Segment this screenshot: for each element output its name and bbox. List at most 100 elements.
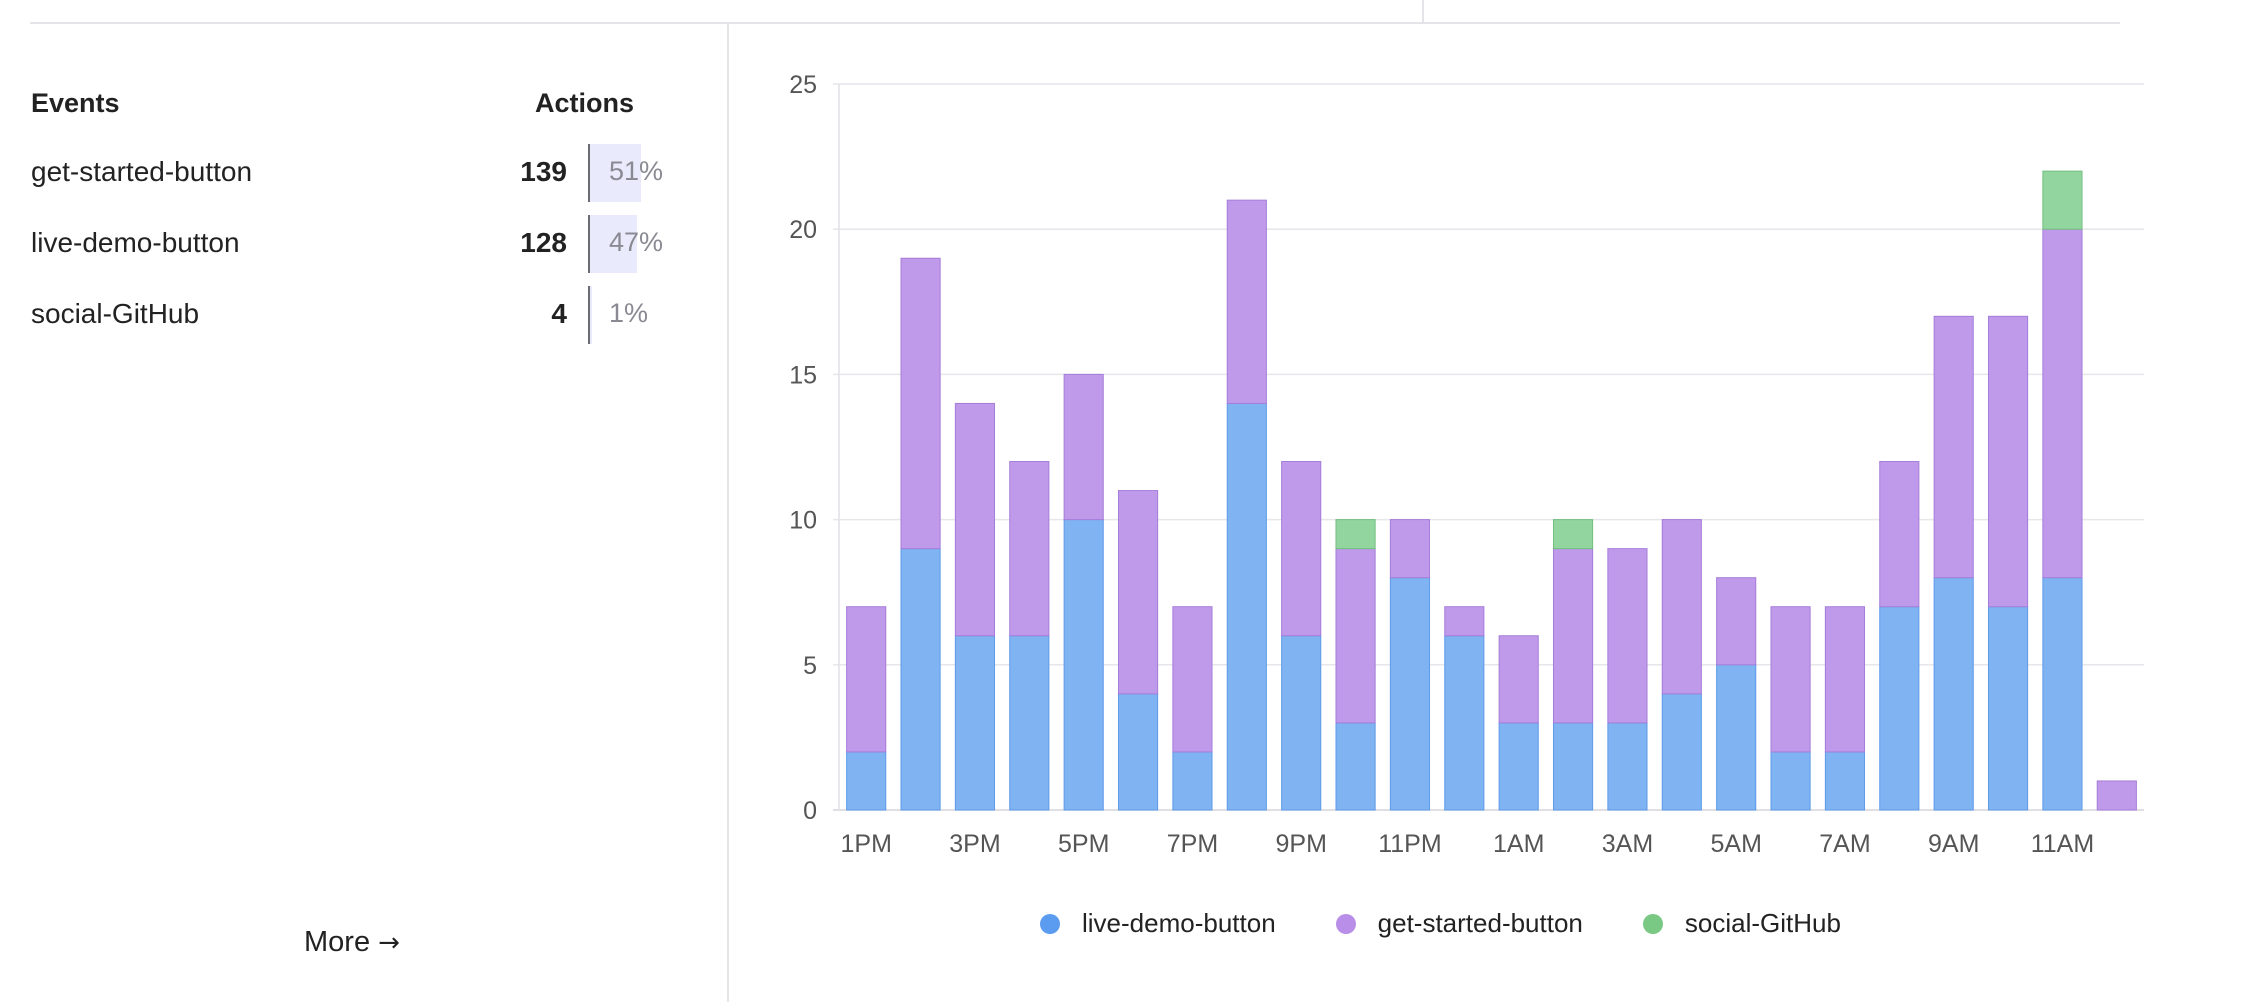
bar-live-demo-button bbox=[846, 751, 887, 811]
top-tick-divider bbox=[1422, 0, 1424, 22]
bar-live-demo-button bbox=[1716, 664, 1757, 811]
event-separator bbox=[588, 215, 590, 273]
bar-live-demo-button bbox=[1117, 693, 1159, 811]
more-label: More bbox=[304, 926, 371, 958]
bar-get-started-button bbox=[1063, 373, 1104, 521]
x-tick-label: 5AM bbox=[1710, 830, 1761, 858]
event-count: 4 bbox=[551, 298, 567, 329]
bar-live-demo-button bbox=[1281, 635, 1322, 811]
bar-live-demo-button bbox=[2042, 577, 2083, 811]
actions-column-header: Actions bbox=[535, 88, 635, 118]
bar-get-started-button bbox=[1933, 315, 1974, 579]
x-tick-label: 7PM bbox=[1167, 830, 1218, 858]
bar-get-started-button bbox=[1607, 548, 1648, 724]
bar-get-started-button bbox=[1824, 606, 1866, 753]
bar-get-started-button bbox=[1498, 635, 1539, 724]
bar-get-started-button bbox=[900, 257, 941, 550]
event-share-bar bbox=[590, 215, 637, 273]
legend-dot-icon bbox=[1335, 913, 1356, 934]
bar-social-github bbox=[2042, 170, 2083, 230]
bar-get-started-button bbox=[1716, 577, 1757, 666]
legend-dot-icon bbox=[1642, 913, 1663, 934]
legend-label: live-demo-button bbox=[1082, 908, 1276, 938]
more-link[interactable]: More → bbox=[304, 926, 400, 959]
y-tick-label: 5 bbox=[803, 652, 817, 680]
bar-get-started-button bbox=[1987, 315, 2029, 608]
panel-divider bbox=[727, 22, 729, 1002]
legend-item-social-github[interactable]: social-GitHub bbox=[1642, 908, 1841, 939]
bar-live-demo-button bbox=[1661, 693, 1702, 811]
event-share-bar bbox=[590, 286, 592, 344]
bar-get-started-button bbox=[1552, 548, 1594, 724]
event-count: 139 bbox=[520, 156, 567, 187]
bar-live-demo-button bbox=[1498, 722, 1539, 811]
top-border bbox=[30, 22, 2120, 24]
x-tick-label: 3PM bbox=[949, 830, 1000, 858]
bar-live-demo-button bbox=[1172, 751, 1213, 811]
y-tick-label: 10 bbox=[789, 507, 817, 535]
bar-live-demo-button bbox=[1933, 577, 1974, 811]
legend-item-live-demo-button[interactable]: live-demo-button bbox=[1040, 908, 1276, 939]
event-share-bar bbox=[590, 144, 641, 202]
bar-get-started-button bbox=[2096, 780, 2137, 811]
x-tick-label: 9PM bbox=[1275, 830, 1326, 858]
bar-live-demo-button bbox=[1987, 606, 2029, 811]
x-tick-label: 1PM bbox=[840, 830, 891, 858]
event-percent: 51% bbox=[609, 156, 664, 186]
bar-get-started-button bbox=[2042, 228, 2083, 579]
bar-live-demo-button bbox=[1226, 402, 1267, 811]
x-tick-label: 11AM bbox=[2031, 830, 2094, 858]
y-tick-label: 25 bbox=[789, 71, 817, 99]
bar-live-demo-button bbox=[1879, 606, 1920, 811]
bar-live-demo-button bbox=[1444, 635, 1485, 811]
legend-label: get-started-button bbox=[1377, 908, 1583, 938]
bar-social-github bbox=[1335, 519, 1376, 550]
x-tick-label: 11PM bbox=[1378, 830, 1441, 858]
bar-get-started-button bbox=[1770, 606, 1811, 753]
bar-live-demo-button bbox=[1552, 722, 1594, 811]
legend-label: social-GitHub bbox=[1684, 908, 1841, 938]
event-name: live-demo-button bbox=[31, 227, 240, 258]
event-row-get-started-button[interactable]: get-started-button 139 51% bbox=[0, 144, 727, 204]
bar-get-started-button bbox=[954, 402, 996, 637]
bar-get-started-button bbox=[1335, 548, 1376, 724]
x-tick-label: 7AM bbox=[1819, 830, 1870, 858]
event-separator bbox=[588, 144, 590, 202]
events-panel: Events Actions get-started-button 139 51… bbox=[0, 0, 727, 1002]
event-separator bbox=[588, 286, 590, 344]
bar-live-demo-button bbox=[954, 635, 996, 811]
event-percent: 1% bbox=[609, 298, 649, 328]
bar-live-demo-button bbox=[900, 548, 941, 811]
y-tick-label: 20 bbox=[789, 216, 817, 244]
chart-legend: live-demo-button get-started-button soci… bbox=[1040, 908, 1841, 939]
x-tick-label: 1AM bbox=[1493, 830, 1544, 858]
bar-get-started-button bbox=[1661, 519, 1702, 695]
bar-live-demo-button bbox=[1335, 722, 1376, 811]
bar-get-started-button bbox=[1009, 461, 1050, 637]
y-tick-label: 15 bbox=[789, 361, 817, 389]
bar-social-github bbox=[1552, 519, 1594, 550]
event-row-live-demo-button[interactable]: live-demo-button 128 47% bbox=[0, 215, 727, 275]
event-count: 128 bbox=[520, 227, 567, 258]
y-tick-label: 0 bbox=[803, 797, 817, 825]
arrow-right-icon: → bbox=[378, 928, 400, 958]
stacked-bar-chart: 0 5 10 15 20 25 1PM 3PM 5PM 7PM 9PM 11PM 1AM 3AM 5AM 7A… bbox=[789, 71, 2144, 858]
x-tick-label: 9AM bbox=[1928, 830, 1979, 858]
bar-live-demo-button bbox=[1824, 751, 1866, 811]
bar-get-started-button bbox=[1226, 199, 1267, 404]
bar-live-demo-button bbox=[1607, 722, 1648, 811]
events-column-header: Events bbox=[31, 88, 120, 118]
bar-live-demo-button bbox=[1009, 635, 1050, 811]
bar-live-demo-button bbox=[1770, 751, 1811, 811]
event-percent: 47% bbox=[609, 227, 664, 257]
event-name: social-GitHub bbox=[31, 298, 200, 329]
event-row-social-github[interactable]: social-GitHub 4 1% bbox=[0, 286, 727, 346]
bar-get-started-button bbox=[1117, 490, 1159, 695]
x-tick-label: 5PM bbox=[1058, 830, 1109, 858]
bar-get-started-button bbox=[1281, 461, 1322, 637]
bar-get-started-button bbox=[1389, 519, 1431, 579]
bar-get-started-button bbox=[1172, 606, 1213, 753]
bar-live-demo-button bbox=[1063, 519, 1104, 811]
legend-item-get-started-button[interactable]: get-started-button bbox=[1335, 908, 1583, 939]
bar-get-started-button bbox=[1444, 606, 1485, 637]
